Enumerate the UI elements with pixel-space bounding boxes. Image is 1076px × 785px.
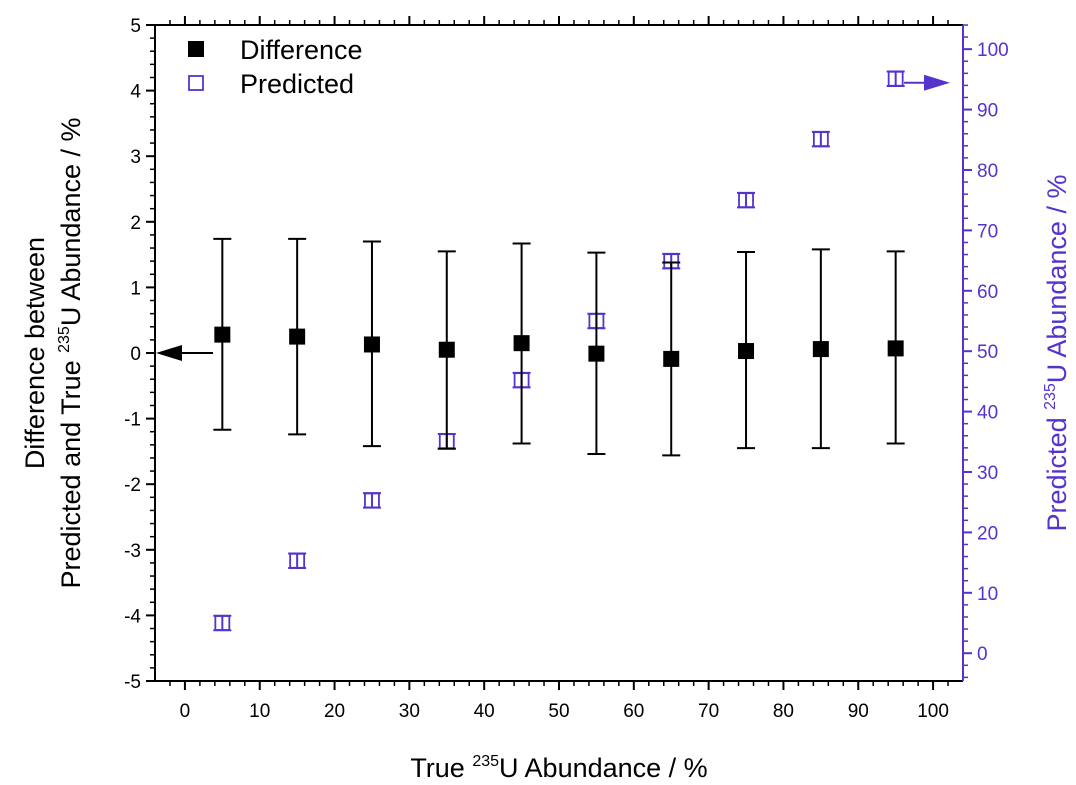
difference-point bbox=[887, 340, 904, 357]
right-y-tick-label: 0 bbox=[977, 644, 988, 665]
x-tick-label: 100 bbox=[917, 701, 949, 722]
x-tick-label: 60 bbox=[623, 701, 644, 722]
left-y-tick-label: 3 bbox=[130, 147, 141, 168]
x-tick-label: 10 bbox=[249, 701, 270, 722]
left-y-tick-label: -2 bbox=[124, 475, 141, 496]
difference-point bbox=[363, 336, 380, 353]
x-axis-title: True 235U Abundance / % bbox=[410, 753, 707, 783]
right-y-tick-label: 50 bbox=[977, 342, 998, 363]
legend: Difference Predicted bbox=[188, 35, 363, 99]
right-y-tick-label: 70 bbox=[977, 221, 998, 242]
right-y-tick-label: 40 bbox=[977, 403, 998, 424]
difference-point bbox=[214, 326, 231, 343]
difference-point bbox=[438, 341, 455, 358]
right-y-tick-label: 30 bbox=[977, 463, 998, 484]
legend-marker-difference bbox=[188, 41, 204, 57]
difference-point bbox=[738, 343, 755, 360]
right-y-tick-label: 100 bbox=[977, 40, 1009, 61]
difference-point bbox=[663, 350, 680, 367]
plot-frame bbox=[154, 24, 964, 682]
x-axis: 0 10 20 30 40 50 60 70 80 90 100 bbox=[169, 16, 949, 722]
predicted-point bbox=[289, 552, 306, 569]
x-tick-label: 70 bbox=[698, 701, 719, 722]
left-y-tick-label: -5 bbox=[124, 672, 141, 693]
x-tick-label: 40 bbox=[474, 701, 495, 722]
left-y-tick-label: 2 bbox=[130, 213, 141, 234]
x-tick-label: 90 bbox=[848, 701, 869, 722]
left-y-tick-label: 5 bbox=[130, 16, 141, 37]
left-y-tick-label: -4 bbox=[124, 606, 141, 627]
left-y-axis-title-line1: Difference between bbox=[20, 237, 50, 469]
difference-point bbox=[588, 345, 605, 362]
legend-label-predicted: Predicted bbox=[240, 69, 354, 99]
left-y-tick-label: -1 bbox=[124, 410, 141, 431]
x-tick-label: 30 bbox=[399, 701, 420, 722]
axis-arrows bbox=[156, 74, 950, 361]
predicted-point bbox=[364, 492, 380, 509]
x-tick-label: 50 bbox=[548, 701, 569, 722]
left-y-axis: -5 -4 -3 -2 -1 0 1 2 3 4 5 bbox=[124, 16, 155, 693]
predicted-point bbox=[214, 615, 231, 631]
right-axis-arrow-head bbox=[924, 74, 950, 91]
left-y-tick-label: 0 bbox=[130, 344, 141, 365]
right-y-tick-label: 80 bbox=[977, 161, 998, 182]
predicted-point bbox=[738, 192, 754, 209]
left-y-tick-label: -3 bbox=[124, 541, 141, 562]
predicted-point bbox=[812, 131, 829, 148]
x-tick-label: 0 bbox=[180, 701, 191, 722]
left-y-tick-label: 4 bbox=[130, 82, 141, 103]
predicted-point bbox=[887, 70, 904, 87]
left-y-tick-label: 1 bbox=[130, 278, 141, 299]
right-y-tick-label: 10 bbox=[977, 584, 998, 605]
left-axis-arrow-head bbox=[156, 345, 182, 361]
right-y-tick-label: 60 bbox=[977, 282, 998, 303]
legend-marker-predicted bbox=[188, 75, 204, 91]
difference-point bbox=[513, 335, 530, 352]
left-y-axis-title-line2: Predicted and True 235U Abundance / % bbox=[56, 117, 86, 588]
x-tick-label: 80 bbox=[773, 701, 794, 722]
right-y-tick-label: 90 bbox=[977, 101, 998, 122]
legend-label-difference: Difference bbox=[240, 35, 363, 65]
difference-point bbox=[812, 341, 829, 358]
series-difference bbox=[213, 237, 905, 457]
right-y-tick-label: 20 bbox=[977, 523, 998, 544]
difference-point bbox=[289, 328, 306, 345]
series-predicted bbox=[213, 70, 905, 632]
x-tick-label: 20 bbox=[324, 701, 345, 722]
right-y-axis-title: Predicted 235U Abundance / % bbox=[1042, 175, 1072, 532]
right-y-axis: 0 10 20 30 40 50 60 70 80 90 100 bbox=[963, 24, 1009, 679]
